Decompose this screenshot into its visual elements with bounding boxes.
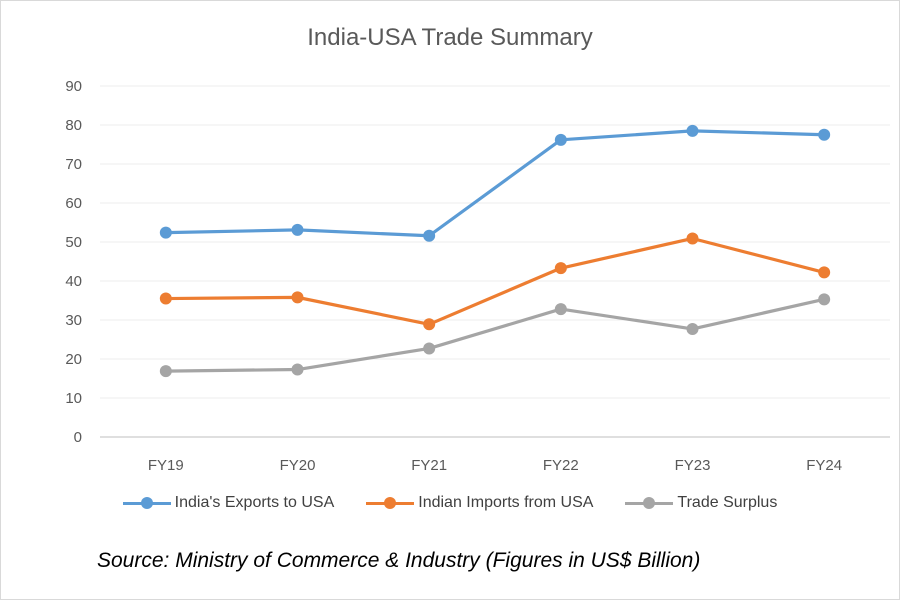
legend-marker-exports	[122, 495, 171, 511]
data-point	[291, 363, 304, 376]
legend-label-exports: India's Exports to USA	[174, 494, 335, 511]
data-point	[554, 133, 567, 146]
data-point	[818, 266, 831, 279]
data-point	[818, 293, 831, 306]
data-point	[818, 128, 831, 141]
source-note: Source: Ministry of Commerce & Industry …	[97, 549, 701, 572]
legend-marker-surplus	[625, 495, 674, 511]
data-point	[554, 303, 567, 316]
x-tick-label: FY19	[148, 457, 184, 474]
y-tick-label: 70	[65, 156, 82, 173]
data-point	[686, 124, 699, 137]
y-tick-label: 20	[65, 351, 82, 368]
data-point	[159, 292, 172, 305]
data-point	[423, 318, 436, 331]
y-tick-label: 30	[65, 312, 82, 329]
chart-legend: India's Exports to USA Indian Imports fr…	[0, 494, 900, 512]
x-tick-label: FY22	[543, 457, 579, 474]
series-line	[164, 236, 826, 326]
series-line	[164, 297, 826, 373]
series-line	[164, 129, 826, 238]
data-point	[423, 229, 436, 242]
data-point	[291, 223, 304, 236]
x-tick-label: FY20	[280, 457, 316, 474]
chart-title: India-USA Trade Summary	[307, 24, 593, 51]
y-tick-label: 60	[65, 195, 82, 212]
x-tick-label: FY21	[411, 457, 447, 474]
legend-item-imports: Indian Imports from USA	[366, 494, 593, 512]
data-point	[686, 322, 699, 335]
y-tick-label: 10	[65, 390, 82, 407]
legend-item-surplus: Trade Surplus	[625, 494, 777, 512]
legend-label-surplus: Trade Surplus	[677, 494, 778, 511]
x-tick-label: FY24	[806, 457, 842, 474]
y-tick-label: 90	[65, 78, 82, 95]
y-tick-label: 80	[65, 117, 82, 134]
data-point	[686, 232, 699, 245]
x-tick-label: FY23	[675, 457, 711, 474]
data-point	[159, 226, 172, 239]
data-point	[159, 365, 172, 378]
y-tick-label: 0	[74, 429, 82, 446]
data-point	[291, 291, 304, 304]
y-tick-label: 50	[65, 234, 82, 251]
y-tick-label: 40	[65, 273, 82, 290]
legend-item-exports: India's Exports to USA	[122, 494, 335, 512]
legend-marker-imports	[366, 495, 415, 511]
data-point	[423, 342, 436, 355]
legend-label-imports: Indian Imports from USA	[418, 494, 594, 511]
data-point	[554, 262, 567, 275]
